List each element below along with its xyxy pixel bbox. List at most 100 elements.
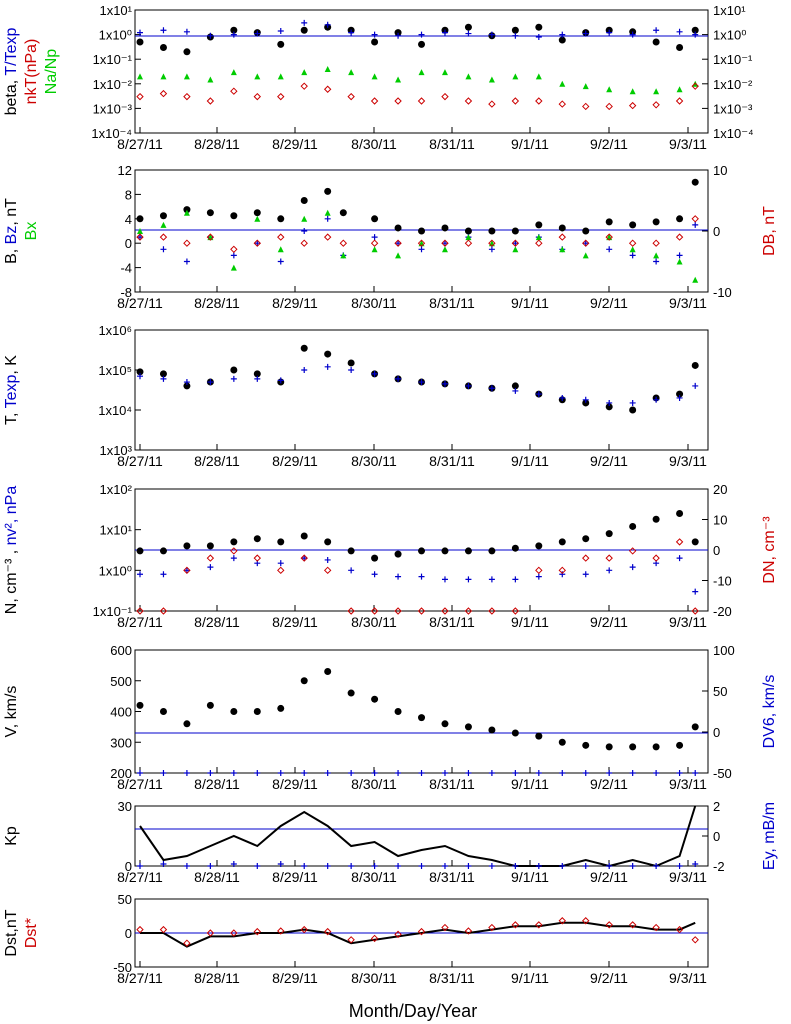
- data-point-nv2: [160, 571, 167, 578]
- data-point-DV6: [512, 770, 519, 776]
- x-tick-label: 9/3/11: [669, 970, 707, 986]
- data-point-T/Texp: [277, 28, 284, 35]
- data-point-Bx: [137, 228, 143, 234]
- data-point-T: [230, 366, 238, 374]
- right-axis-label: DN, cm⁻³: [761, 516, 778, 584]
- data-point-DB: [417, 239, 426, 247]
- data-point-DB: [230, 245, 238, 254]
- data-point-DB: [441, 239, 449, 247]
- data-point-DN: [206, 554, 215, 562]
- right-tick-label: -50: [713, 766, 732, 781]
- data-point-Na/Np: [301, 69, 308, 76]
- data-point-V: [230, 708, 238, 715]
- data-point-Na/Np: [559, 80, 566, 87]
- data-point-DN: [394, 607, 402, 615]
- x-tick-label: 9/3/11: [669, 869, 707, 885]
- data-point-Na/Np: [348, 69, 355, 76]
- x-tick-label: 8/28/11: [194, 136, 240, 152]
- data-point-Ey: [512, 863, 519, 869]
- data-point-Bx: [512, 246, 519, 253]
- data-point-nkT: [277, 92, 285, 101]
- data-point-nv2: [348, 567, 355, 574]
- x-tick-label: 8/27/11: [117, 614, 163, 630]
- data-point-DN: [605, 554, 613, 562]
- data-point-Dst*: [441, 923, 449, 932]
- data-point-nkT: [417, 97, 426, 105]
- data-point-T/Texp: [230, 31, 237, 38]
- data-point-Bz: [301, 228, 308, 234]
- data-point-B: [300, 197, 308, 204]
- data-point-T/Texp: [606, 29, 613, 36]
- data-point-T/Texp: [629, 31, 636, 38]
- left-tick-label: 1x10⁻¹: [93, 52, 133, 67]
- data-point-V: [535, 732, 543, 740]
- x-tick-label: 8/30/11: [351, 869, 397, 885]
- data-point-beta: [535, 23, 543, 31]
- data-point-N: [394, 550, 402, 558]
- data-point-Bx: [418, 240, 425, 247]
- data-point-Bz: [324, 215, 331, 222]
- data-point-nkT: [464, 97, 473, 105]
- data-point-Na/Np: [488, 76, 495, 83]
- x-tick-label: 8/29/11: [272, 776, 318, 792]
- y-axis-label-part: Dst,nT: [3, 909, 20, 956]
- data-point-Bz: [254, 240, 261, 247]
- data-point-Bz: [582, 240, 589, 247]
- data-point-Texp: [629, 399, 636, 406]
- y-axis-label: V, km/s: [3, 686, 20, 738]
- data-point-nkT: [511, 97, 520, 105]
- data-point-Na/Np: [535, 73, 542, 80]
- data-point-Bz: [395, 240, 402, 247]
- data-point-DN: [183, 566, 191, 575]
- data-point-N: [441, 547, 449, 555]
- data-point-beta: [159, 43, 167, 51]
- data-point-V: [691, 723, 699, 731]
- data-point-Na/Np: [441, 69, 448, 76]
- data-point-Texp: [301, 367, 308, 373]
- left-tick-label: 1x10⁵: [98, 363, 132, 378]
- data-point-V: [159, 708, 167, 715]
- right-tick-label: 10: [713, 163, 727, 178]
- y-axis-label-part: V, km/s: [3, 686, 20, 738]
- data-point-Na/Np: [629, 88, 636, 95]
- data-point-DN: [253, 554, 262, 562]
- left-tick-label: 500: [110, 674, 132, 689]
- data-point-T: [300, 344, 308, 352]
- data-point-beta: [183, 48, 191, 56]
- data-point-Ey: [137, 863, 143, 869]
- data-point-nv2: [137, 571, 143, 578]
- x-tick-label: 9/3/11: [669, 614, 707, 630]
- data-point-Bx: [606, 234, 613, 241]
- data-point-DB: [339, 239, 348, 247]
- data-point-Ey: [692, 861, 699, 867]
- data-point-T: [159, 370, 167, 378]
- data-point-Texp: [207, 379, 214, 386]
- data-point-N: [136, 547, 144, 555]
- data-point-T: [347, 359, 355, 367]
- left-tick-label: 300: [110, 735, 132, 750]
- right-tick-label: 10: [713, 513, 727, 528]
- x-axis-label: Month/Day/Year: [349, 1001, 477, 1021]
- left-tick-label: 1x10⁰: [99, 563, 132, 578]
- data-point-N: [535, 542, 543, 550]
- data-point-DN: [370, 607, 379, 615]
- data-point-T: [183, 382, 191, 390]
- data-point-N: [324, 538, 332, 546]
- y-axis-label-part: T,: [3, 408, 20, 425]
- y-axis-label-part: , K: [3, 355, 20, 375]
- data-point-V: [582, 741, 590, 749]
- x-tick-label: 9/1/11: [511, 970, 549, 986]
- data-point-nv2: [512, 576, 519, 583]
- x-tick-label: 9/1/11: [511, 295, 549, 311]
- right-axis-label-part: DB, nT: [761, 206, 778, 256]
- data-point-V: [136, 701, 144, 709]
- data-point-DN: [464, 607, 473, 615]
- data-point-nkT: [441, 92, 449, 101]
- data-point-Bx: [559, 246, 566, 253]
- data-point-Na/Np: [465, 73, 472, 80]
- right-tick-label: 50: [713, 684, 727, 699]
- data-point-Bx: [395, 252, 402, 259]
- data-point-V: [652, 743, 660, 751]
- data-point-B: [324, 187, 332, 195]
